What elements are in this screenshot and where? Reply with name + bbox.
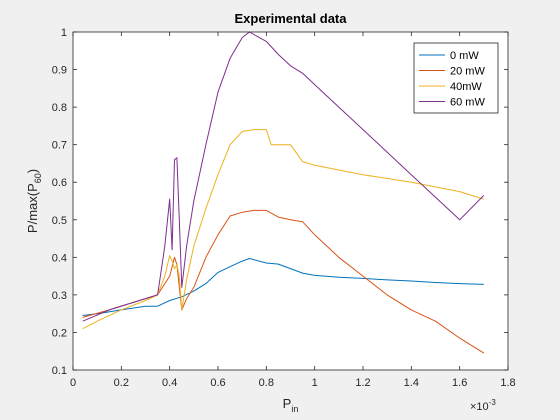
x-tick-label: 1 (312, 377, 318, 389)
legend-label: 40mW (450, 81, 482, 93)
x-axis-label-main: P (283, 396, 292, 411)
x-tick-label: 0.6 (210, 377, 225, 389)
x-tick-label: 0 (70, 377, 76, 389)
series-line-0mw (82, 258, 484, 316)
y-axis-label-main: P/max(P (25, 183, 40, 233)
legend-entry-0mw: 0 mW (419, 50, 479, 62)
y-tick-label: 0.7 (52, 140, 67, 152)
y-axis-label-tail: ) (25, 169, 40, 173)
x-tick-label: 1.4 (404, 377, 419, 389)
x-axis-exponent: ×10-3 (470, 398, 496, 413)
x-tick-label: 0.4 (162, 377, 177, 389)
legend: 0 mW 20 mW 40mW 60 mW (413, 42, 499, 114)
legend-label: 0 mW (450, 50, 479, 62)
legend-entry-40mw: 40mW (419, 81, 482, 93)
legend-label: 60 mW (450, 97, 485, 109)
y-tick-label: 0.4 (52, 252, 67, 264)
x-tick-label: 0.2 (114, 377, 129, 389)
x-axis-label-subscript: in (291, 404, 298, 414)
series-line-20mw (82, 209, 485, 354)
y-axis: 0.1 0.2 0.3 0.4 0.5 0.6 0.7 0.8 0.9 1 (52, 27, 508, 377)
legend-label: 20 mW (450, 66, 485, 78)
y-tick-label: 0.9 (52, 65, 67, 77)
y-axis-label-subscript: 60 (33, 173, 43, 183)
x-tick-label: 0.8 (259, 377, 274, 389)
y-tick-label: 0.5 (52, 215, 67, 227)
legend-entry-20mw: 20 mW (419, 66, 485, 78)
y-tick-label: 0.3 (52, 290, 67, 302)
x-axis-label: Pin (283, 396, 299, 414)
series-line-40mw (82, 129, 484, 330)
legend-entry-60mw: 60 mW (419, 97, 485, 109)
x-axis-exponent-base: ×10 (470, 401, 489, 413)
chart-title: Experimental data (235, 11, 348, 26)
x-axis: 0 0.2 0.4 0.6 0.8 1 1.2 1.4 1.6 1.8 (70, 32, 516, 389)
x-tick-label: 1.2 (355, 377, 370, 389)
y-tick-label: 0.1 (52, 365, 67, 377)
x-tick-label: 1.8 (500, 377, 515, 389)
legend-entries: 0 mW 20 mW 40mW 60 mW (419, 50, 485, 109)
series-layer (82, 31, 485, 354)
x-tick-label: 1.6 (452, 377, 467, 389)
y-tick-label: 1 (61, 27, 67, 39)
y-tick-label: 0.8 (52, 102, 67, 114)
axes-box (72, 31, 509, 371)
y-tick-label: 0.2 (52, 327, 67, 339)
x-axis-exponent-power: -3 (489, 398, 497, 407)
y-axis-label: P/max(P60) (25, 169, 43, 233)
y-tick-label: 0.6 (52, 177, 67, 189)
series-line-60mw (82, 31, 485, 322)
